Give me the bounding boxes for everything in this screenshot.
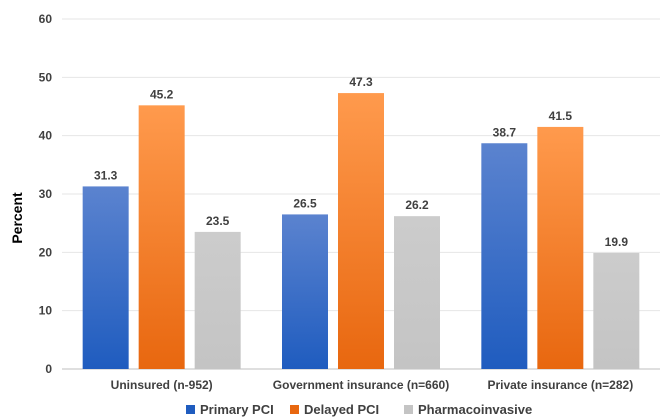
bar-primary-pci-2	[282, 214, 328, 369]
legend-swatch-pharmacoinvasive	[404, 405, 413, 414]
category-label: Uninsured (n-952)	[111, 378, 213, 392]
bar-pharmacoinvasive-2	[394, 216, 440, 369]
bar-primary-pci-1	[82, 186, 129, 369]
data-labels: 31.3 45.2 23.5 26.5 47.3 26.2 38.7 41.5 19.9	[94, 75, 628, 249]
data-label: 31.3	[94, 168, 118, 182]
data-label: 45.2	[150, 87, 174, 101]
category-label: Private insurance (n=282)	[487, 378, 633, 392]
legend: Primary PCI Delayed PCI Pharmacoinvasive	[186, 402, 532, 417]
category-label: Government insurance (n=660)	[273, 378, 449, 392]
y-tick-label: 60	[39, 12, 53, 26]
y-tick-label: 50	[39, 70, 53, 84]
y-tick-label: 40	[39, 129, 53, 143]
data-label: 38.7	[493, 125, 517, 139]
data-label: 23.5	[206, 214, 230, 228]
data-label: 47.3	[349, 75, 373, 89]
bar-delayed-pci-2	[338, 93, 384, 369]
data-label: 26.5	[293, 196, 317, 210]
y-tick-label: 0	[45, 362, 52, 376]
legend-swatch-primary-pci	[186, 405, 195, 414]
bar-pharmacoinvasive-3	[593, 252, 640, 369]
bar-delayed-pci-3	[537, 126, 584, 370]
y-axis-label: Percent	[9, 192, 25, 244]
bar-delayed-pci-1	[138, 105, 185, 369]
data-label: 26.2	[405, 198, 429, 212]
y-tick-label: 10	[39, 304, 53, 318]
category-labels: Uninsured (n-952) Government insurance (n…	[111, 378, 634, 392]
data-label: 19.9	[605, 235, 629, 249]
y-axis-ticks: 0 10 20 30 40 50 60	[39, 12, 53, 376]
bar-primary-pci-3	[481, 143, 528, 369]
bars	[82, 93, 640, 370]
legend-label-primary-pci: Primary PCI	[200, 402, 274, 417]
legend-label-pharmacoinvasive: Pharmacoinvasive	[418, 402, 532, 417]
legend-label-delayed-pci: Delayed PCI	[304, 402, 379, 417]
y-tick-label: 30	[39, 187, 53, 201]
legend-swatch-delayed-pci	[290, 405, 299, 414]
bar-pharmacoinvasive-1	[194, 231, 241, 369]
data-label: 41.5	[549, 109, 573, 123]
y-tick-label: 20	[39, 245, 53, 259]
